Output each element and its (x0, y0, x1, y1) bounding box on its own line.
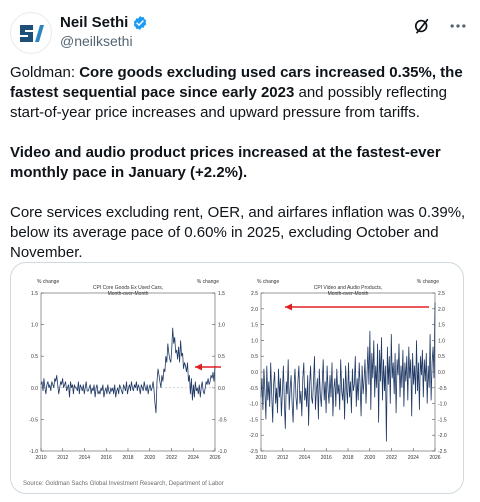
y-tick-label-left: 2.5 (251, 291, 258, 297)
avatar[interactable] (10, 12, 52, 54)
y-tick-label-left: -1.0 (29, 449, 38, 455)
p1-bold: Core goods excluding used cars increased… (10, 64, 463, 101)
y-tick-label-right: -0.5 (218, 417, 227, 423)
y-tick-label-left: -0.5 (29, 417, 38, 423)
y-tick-label-left: -1.5 (249, 417, 258, 423)
y-tick-label-right: 2.5 (438, 291, 445, 297)
y-tick-label-right: 1.0 (438, 338, 445, 344)
y-tick-label-right: 0.5 (438, 354, 445, 360)
plot-frame (40, 292, 216, 452)
chart-title: CPI Core Goods Ex Used Cars, (93, 285, 163, 291)
y-tick-label-right: -1.0 (438, 402, 447, 408)
y-axis-label-left: % change (257, 279, 279, 285)
tweet-text: Goldman: Core goods excluding used cars … (10, 63, 466, 283)
x-tick-label: 2016 (101, 455, 112, 461)
x-tick-label: 2024 (188, 455, 199, 461)
x-tick-label: 2014 (299, 455, 310, 461)
chart-subtitle: Month-over-Month (328, 291, 369, 297)
x-tick-label: 2012 (277, 455, 288, 461)
annotation-arrow-head (195, 363, 202, 371)
tweet-paragraph-3: Core services excluding rent, OER, and a… (10, 204, 466, 261)
media-card[interactable]: % change % change CPI Core Goods Ex Used C… (10, 262, 464, 494)
y-tick-label-right: 1.0 (218, 323, 225, 329)
chart-core-goods: % change % change CPI Core Goods Ex Used C… (29, 279, 227, 461)
y-tick-label-left: 0.0 (251, 370, 258, 376)
author-handle[interactable]: @neilksethi (60, 33, 133, 49)
series-line (40, 327, 216, 414)
x-tick-label: 2020 (364, 455, 375, 461)
grok-icon[interactable] (412, 16, 432, 36)
x-tick-label: 2016 (321, 455, 332, 461)
y-axis-label-right: % change (417, 279, 439, 285)
x-tick-label: 2018 (342, 455, 353, 461)
y-tick-label-right: 0.0 (438, 370, 445, 376)
y-tick-label-right: 0.5 (218, 354, 225, 360)
chart-source-note: Source: Goldman Sachs Global Investment … (23, 481, 224, 487)
x-tick-label: 2014 (79, 455, 90, 461)
y-tick-label-left: 1.0 (31, 323, 38, 329)
x-tick-label: 2026 (209, 455, 220, 461)
chart-title: CPI Video and Audio Products, (314, 285, 383, 291)
author-name[interactable]: Neil Sethi (60, 14, 129, 31)
y-tick-label-left: -0.5 (249, 386, 258, 392)
x-tick-label: 2010 (35, 455, 46, 461)
x-tick-label: 2022 (386, 455, 397, 461)
y-tick-label-right: 1.5 (438, 323, 445, 329)
y-tick-label-right: 1.5 (218, 291, 225, 297)
p1-lead: Goldman: (10, 64, 80, 81)
y-axis-label-right: % change (197, 279, 219, 285)
verified-badge-icon (134, 16, 147, 30)
author-block: Neil Sethi @neilksethi (60, 14, 148, 50)
chart-subtitle: Month-over-Month (108, 291, 149, 297)
y-tick-label-right: 2.0 (438, 307, 445, 313)
x-tick-label: 2012 (57, 455, 68, 461)
x-tick-label: 2022 (166, 455, 177, 461)
y-tick-label-left: 1.5 (31, 291, 38, 297)
x-tick-label: 2018 (122, 455, 133, 461)
p2-bold: Video and audio product prices increased… (10, 144, 441, 181)
avatar-logo-icon (12, 14, 50, 52)
x-tick-label: 2010 (255, 455, 266, 461)
p1-tail: and possibly reflecting start-of-year pr… (10, 84, 447, 121)
y-tick-label-left: 0.5 (251, 354, 258, 360)
y-tick-label-right: 0.0 (218, 386, 225, 392)
y-tick-label-left: -1.0 (249, 402, 258, 408)
x-tick-label: 2026 (429, 455, 440, 461)
y-tick-label-left: 1.0 (251, 338, 258, 344)
y-tick-label-left: 0.5 (31, 354, 38, 360)
y-tick-label-right: -0.5 (438, 386, 447, 392)
x-tick-label: 2024 (408, 455, 419, 461)
top-actions (412, 16, 468, 36)
tweet-paragraph-2: Video and audio product prices increased… (10, 143, 466, 183)
y-tick-label-right: -1.5 (438, 417, 447, 423)
series-line (260, 302, 436, 442)
annotation-arrow-head (285, 303, 292, 311)
y-tick-label-left: 0.0 (31, 386, 38, 392)
y-tick-label-left: 1.5 (251, 323, 258, 329)
y-tick-label-left: -2.5 (249, 449, 258, 455)
tweet-paragraph-1: Goldman: Core goods excluding used cars … (10, 63, 466, 123)
tweet-header: Neil Sethi @neilksethi (10, 10, 470, 54)
y-tick-label-right: -1.0 (218, 449, 227, 455)
y-tick-label-left: -2.0 (249, 433, 258, 439)
y-tick-label-right: -2.0 (438, 433, 447, 439)
more-icon[interactable] (448, 16, 468, 36)
y-tick-label-left: 2.0 (251, 307, 258, 313)
y-axis-label-left: % change (37, 279, 59, 285)
chart-video-audio: % change % change CPI Video and Audio Prod… (249, 279, 447, 461)
x-tick-label: 2020 (144, 455, 155, 461)
y-tick-label-right: -2.5 (438, 449, 447, 455)
